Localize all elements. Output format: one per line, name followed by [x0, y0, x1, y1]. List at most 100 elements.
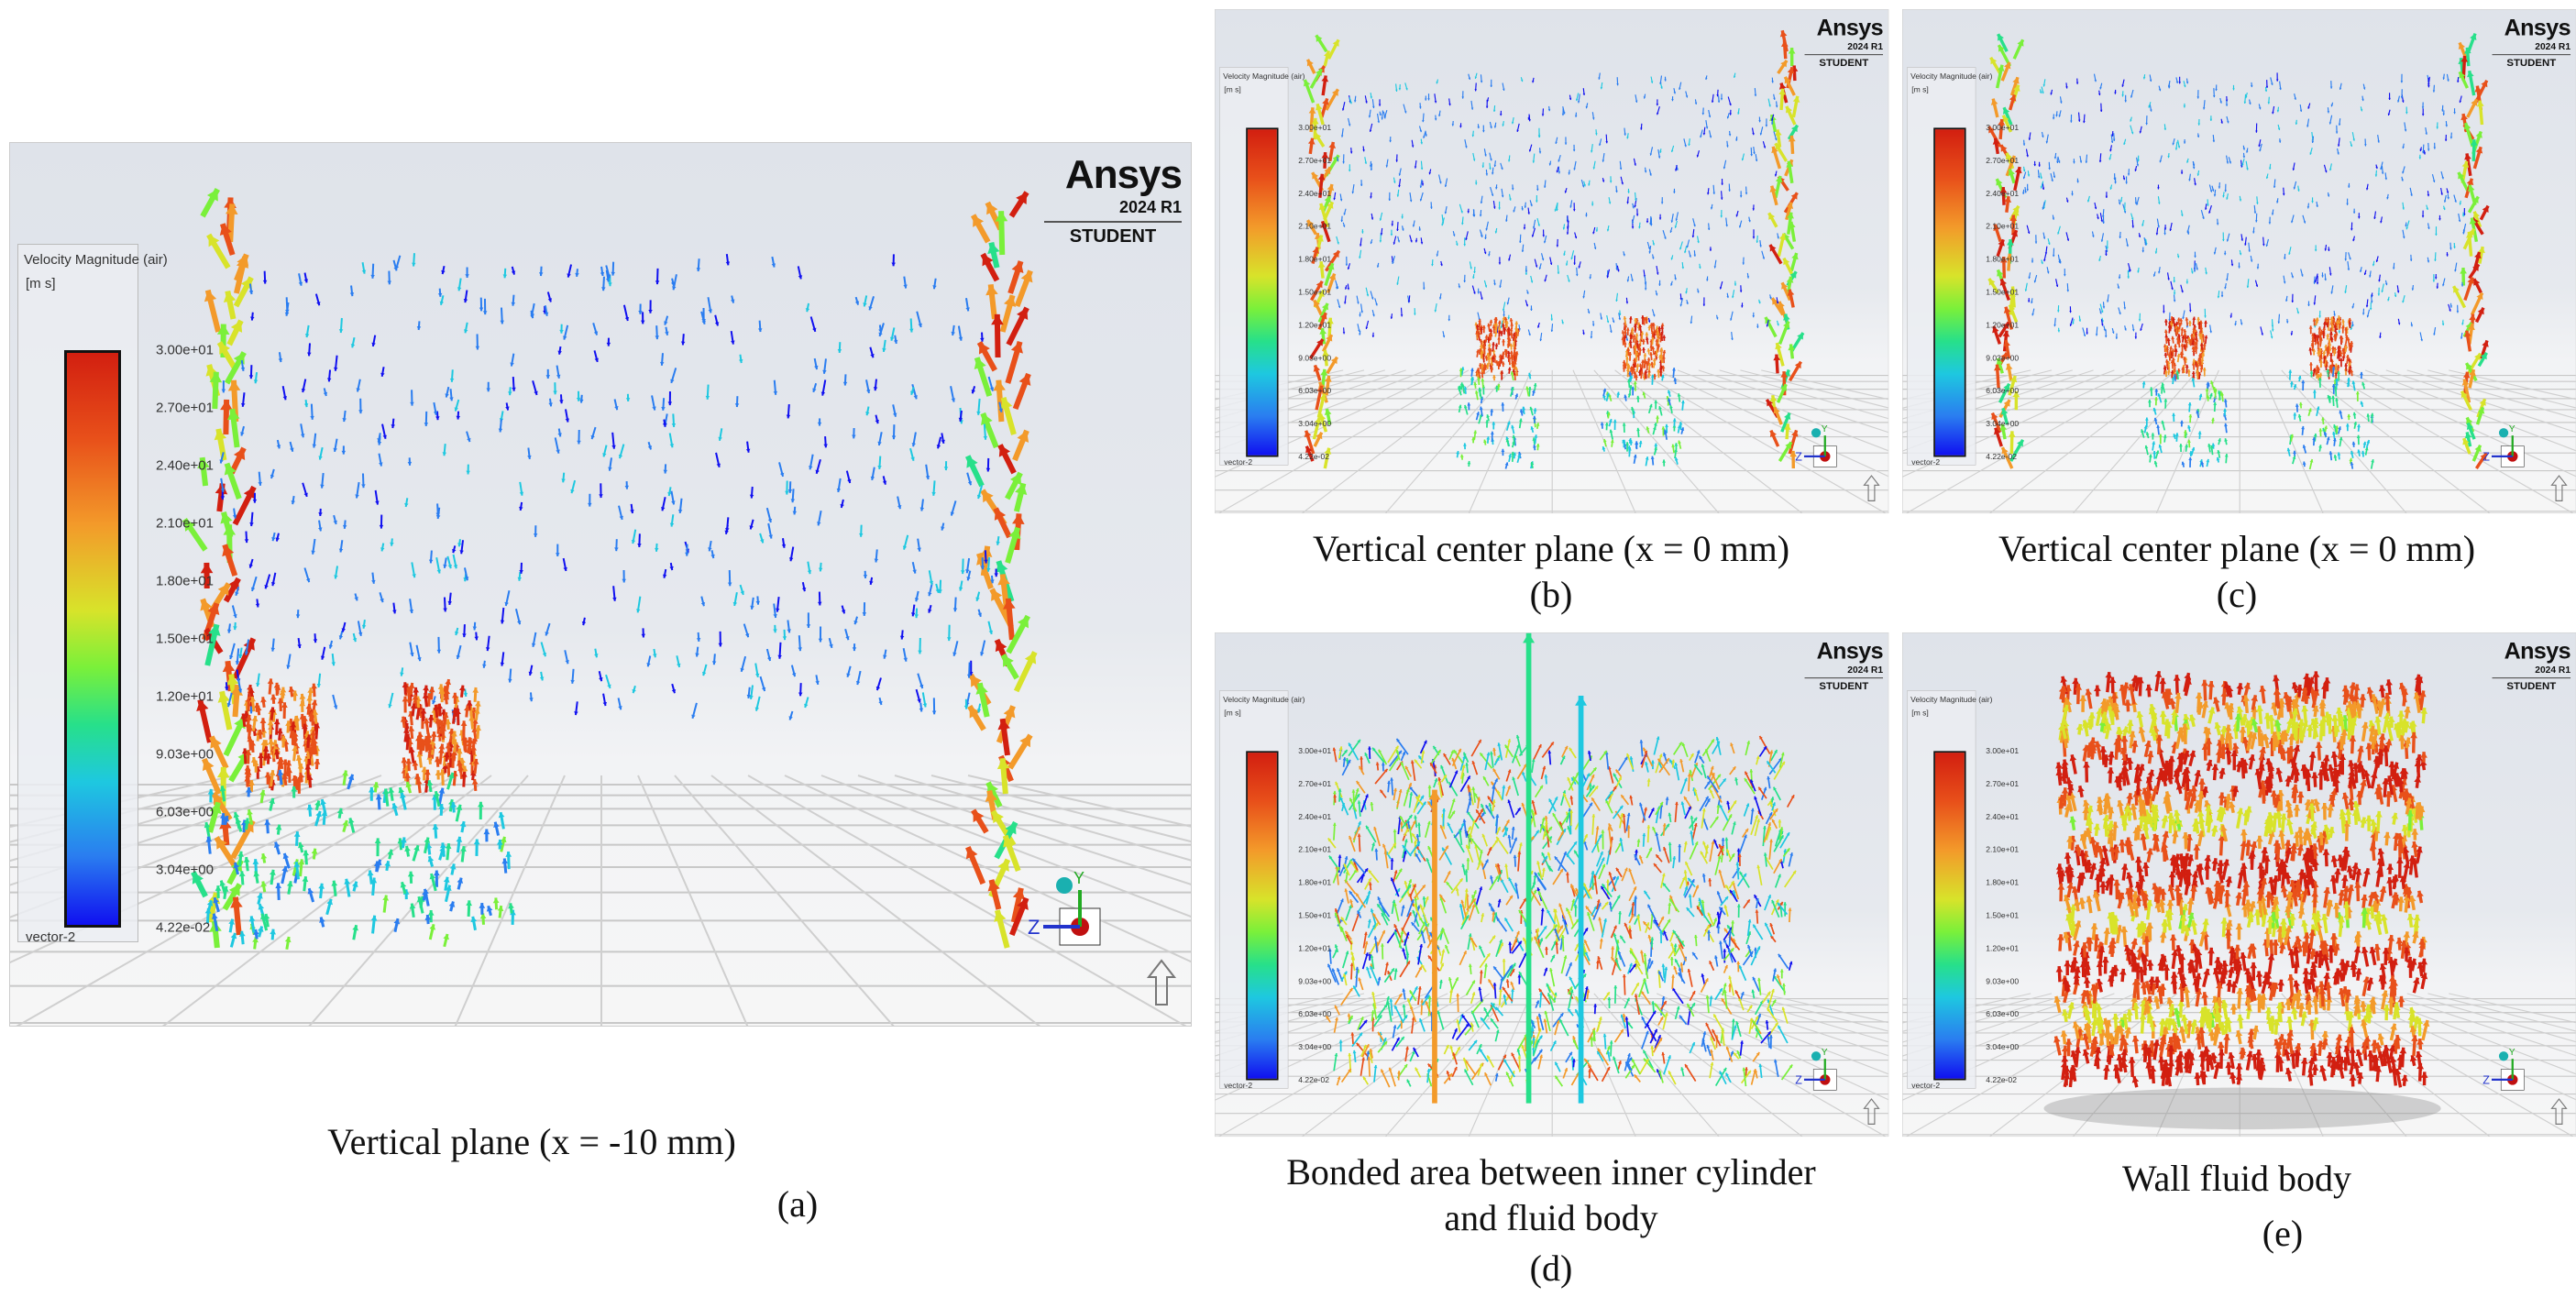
velocity-arrow — [817, 418, 822, 426]
velocity-arrow — [1736, 904, 1741, 918]
velocity-arrow — [1593, 242, 1597, 250]
velocity-arrow — [2002, 106, 2013, 126]
velocity-arrow — [1779, 969, 1784, 979]
velocity-arrow — [1562, 1067, 1569, 1079]
velocity-arrow — [1752, 1019, 1761, 1032]
velocity-arrow — [1777, 233, 1787, 257]
velocity-arrow — [528, 665, 534, 676]
velocity-arrow — [1384, 962, 1389, 976]
velocity-arrow — [435, 770, 442, 780]
velocity-arrow — [1679, 759, 1685, 773]
velocity-arrow — [1625, 356, 1629, 366]
velocity-arrow — [2223, 250, 2227, 256]
velocity-arrow — [2364, 138, 2367, 147]
velocity-arrow — [1762, 141, 1767, 148]
velocity-arrow — [1439, 824, 1448, 840]
velocity-arrow — [986, 557, 991, 572]
velocity-arrow — [1485, 221, 1489, 231]
velocity-arrow — [1349, 148, 1353, 154]
velocity-arrow — [1498, 201, 1501, 210]
velocity-arrow — [2053, 317, 2056, 327]
velocity-arrow — [1393, 787, 1397, 801]
velocity-arrow — [2159, 677, 2167, 694]
velocity-arrow — [1613, 985, 1618, 1004]
velocity-arrow — [1401, 912, 1413, 931]
velocity-arrow — [562, 557, 567, 572]
velocity-arrow — [1505, 769, 1512, 782]
velocity-arrow — [1640, 331, 1645, 340]
velocity-arrow — [247, 808, 254, 825]
velocity-arrow — [424, 769, 431, 781]
velocity-arrow — [1361, 1043, 1370, 1058]
velocity-arrow — [2141, 220, 2145, 226]
velocity-arrow — [2218, 181, 2221, 189]
caption-c: Vertical center plane (x = 0 mm) — [1998, 528, 2476, 569]
velocity-arrow — [1481, 833, 1489, 847]
velocity-arrow — [1351, 857, 1366, 874]
velocity-arrow — [258, 753, 265, 768]
velocity-arrow — [255, 705, 262, 716]
velocity-arrow — [1750, 945, 1761, 966]
velocity-arrow — [1334, 912, 1343, 933]
velocity-arrow — [511, 266, 516, 275]
velocity-arrow — [455, 709, 461, 726]
velocity-arrow — [1496, 361, 1501, 369]
velocity-arrow — [2316, 341, 2320, 350]
velocity-arrow — [2297, 375, 2302, 382]
velocity-arrow — [1502, 120, 1504, 126]
velocity-arrow — [245, 750, 252, 764]
velocity-arrow — [493, 821, 501, 836]
legend-unit: [m s] — [1224, 85, 1241, 94]
velocity-arrow — [598, 671, 603, 682]
velocity-arrow — [1693, 787, 1700, 802]
velocity-arrow — [2193, 262, 2196, 272]
velocity-arrow — [1569, 796, 1574, 806]
velocity-arrow — [1527, 372, 1532, 379]
velocity-arrow — [2181, 367, 2185, 374]
velocity-arrow — [1642, 832, 1646, 847]
velocity-arrow — [1763, 822, 1772, 843]
velocity-arrow — [882, 339, 886, 352]
velocity-arrow — [1771, 77, 1774, 83]
velocity-arrow — [228, 918, 235, 933]
velocity-arrow — [997, 718, 1010, 756]
velocity-arrow — [561, 472, 566, 483]
velocity-arrow — [1485, 420, 1490, 428]
legend-tick-label: 6.03e+00 — [1986, 386, 2020, 396]
velocity-arrow — [1488, 332, 1492, 339]
velocity-arrow — [2033, 160, 2036, 167]
velocity-arrow — [2318, 359, 2323, 368]
velocity-arrow — [1655, 338, 1659, 346]
velocity-arrow — [1348, 742, 1360, 761]
velocity-arrow — [2151, 433, 2155, 440]
velocity-arrow — [1461, 91, 1465, 99]
velocity-arrow — [1556, 238, 1559, 247]
velocity-arrow — [1357, 1016, 1364, 1031]
velocity-arrow — [338, 540, 344, 553]
velocity-arrow — [662, 568, 667, 578]
velocity-arrow — [1759, 239, 1762, 247]
velocity-arrow — [759, 533, 765, 544]
velocity-arrow — [316, 673, 322, 688]
velocity-arrow — [2189, 302, 2192, 313]
velocity-arrow — [1605, 392, 1610, 401]
velocity-arrow — [2401, 1074, 2408, 1087]
velocity-arrow — [985, 283, 998, 320]
velocity-arrow — [664, 315, 669, 325]
velocity-arrow — [1370, 801, 1374, 811]
velocity-arrow — [244, 639, 250, 655]
velocity-arrow — [303, 567, 311, 583]
velocity-arrow — [427, 855, 435, 867]
vector-label: vector-2 — [1911, 457, 1941, 467]
velocity-arrow — [292, 690, 299, 701]
velocity-arrow — [2472, 278, 2482, 294]
velocity-arrow — [1670, 255, 1674, 260]
velocity-arrow — [1434, 115, 1437, 121]
velocity-arrow — [511, 294, 516, 306]
velocity-arrow — [1479, 952, 1492, 969]
velocity-arrow — [1739, 285, 1743, 292]
velocity-arrow — [1754, 819, 1760, 837]
velocity-arrow — [1368, 109, 1371, 118]
velocity-arrow — [457, 760, 463, 773]
velocity-arrow — [1545, 946, 1548, 955]
